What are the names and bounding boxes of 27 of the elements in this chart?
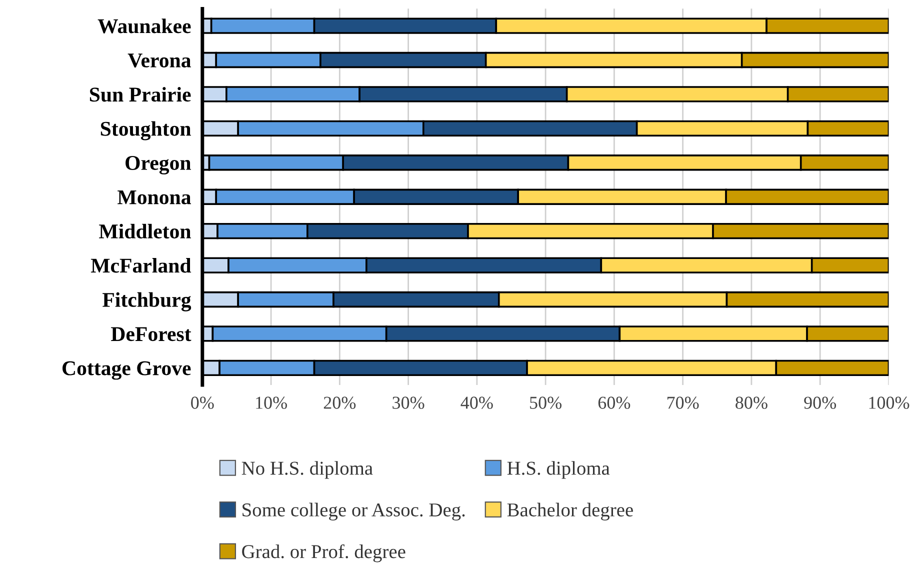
x-tick-label: 80% xyxy=(736,396,768,409)
x-tick-label: 0% xyxy=(191,396,214,409)
x-tick-label: 40% xyxy=(460,396,493,409)
legend-label: Some college or Assoc. Deg. xyxy=(242,502,465,520)
y-tick-label: Cottage Grove xyxy=(62,361,191,380)
legend-label: H.S. diploma xyxy=(507,461,610,479)
legend-label: Bachelor degree xyxy=(507,502,633,520)
x-tick-label: 100% xyxy=(869,396,910,409)
x-tick-label: 50% xyxy=(530,396,562,409)
y-tick-label: Monona xyxy=(118,190,191,204)
x-tick-label: 20% xyxy=(324,396,356,409)
legend-label: Grad. or Prof. degree xyxy=(242,544,406,562)
y-tick-label: Middleton xyxy=(99,224,191,239)
x-tick-label: 90% xyxy=(804,396,836,409)
x-tick-label: 70% xyxy=(667,396,699,409)
y-tick-label: Oregon xyxy=(126,156,191,174)
y-tick-label: DeForest xyxy=(111,327,192,342)
x-tick-label: 60% xyxy=(598,396,630,409)
y-tick-label: Verona xyxy=(128,54,191,68)
y-tick-label: Fitchburg xyxy=(102,292,192,312)
legend-label: No H.S. diploma xyxy=(242,461,373,479)
y-tick-label: Waunakee xyxy=(98,18,191,34)
y-tick-label: McFarland xyxy=(90,258,192,273)
y-tick-label: Sun Prairie xyxy=(90,86,191,102)
y-tick-label: Stoughton xyxy=(100,121,191,140)
x-tick-label: 30% xyxy=(392,396,424,409)
x-tick-label: 10% xyxy=(256,396,287,409)
